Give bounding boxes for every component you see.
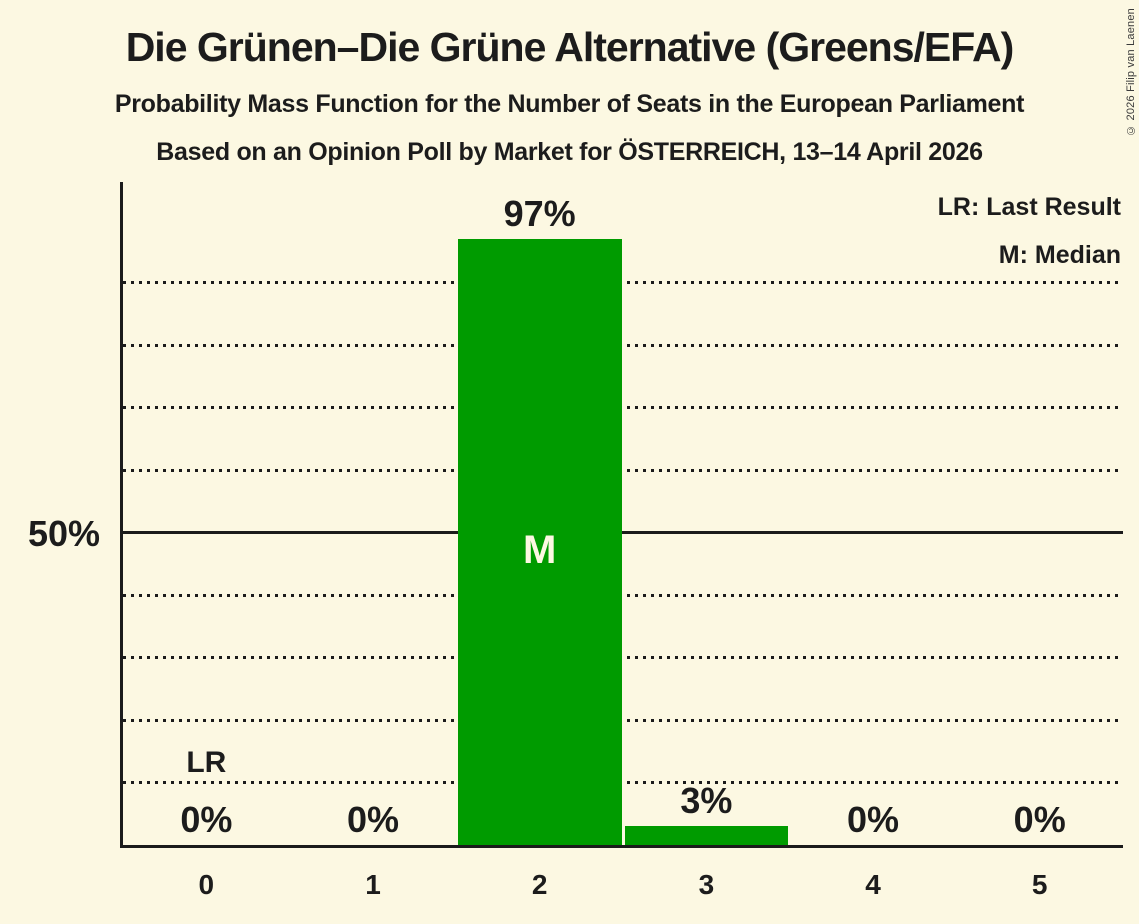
bar-series: LR 0% 0% M 97% 3% 0% 0% [123, 182, 1123, 845]
gridline-60pct [123, 468, 1123, 472]
bar-column-3: 3% [623, 182, 790, 845]
last-result-marker: LR [186, 746, 227, 779]
plot-area: 50% LR 0% 0% M 97% 3% 0% [28, 182, 1123, 900]
x-axis-labels: 0 1 2 3 4 5 [123, 869, 1123, 901]
copyright-notice: © 2026 Filip van Laenen [1125, 8, 1137, 136]
bar-value-label-0: 0% [180, 799, 233, 840]
bar-column-4: 0% [790, 182, 957, 845]
legend-median: M: Median [998, 241, 1121, 269]
x-axis-label-5: 5 [1031, 869, 1048, 900]
gridline-70pct [123, 406, 1123, 409]
bar-value-label-1: 0% [346, 799, 400, 840]
gridline-90pct [123, 281, 1123, 284]
bar-column-2: M 97% [456, 182, 623, 845]
bar-value-label-2: 97% [503, 192, 576, 234]
bar-value-label-4: 0% [847, 799, 900, 840]
chart-title: Die Grünen–Die Grüne Alternative (Greens… [125, 24, 1015, 70]
chart-subtitle-function: Probability Mass Function for the Number… [114, 90, 1025, 118]
gridline-50pct-solid [123, 531, 1123, 534]
bar-value-label-5: 0% [1013, 799, 1066, 840]
median-marker: M [523, 528, 557, 572]
gridline-10pct [123, 781, 1123, 784]
bar-column-5: 0% [956, 182, 1123, 845]
bar-value-label-3: 3% [680, 780, 733, 822]
bar-column-1: 0% [290, 182, 457, 845]
bar-3 [624, 826, 789, 845]
x-axis-label-3: 3 [698, 869, 715, 900]
x-axis-label-0: 0 [198, 869, 215, 900]
x-axis-label-1: 1 [365, 869, 381, 900]
chart-subtitle-poll: Based on an Opinion Poll by Market for Ö… [156, 138, 983, 166]
bar-2 [457, 238, 622, 845]
legend-last-result: LR: Last Result [937, 193, 1121, 221]
gridline-30pct [123, 656, 1123, 659]
y-axis-tick-label: 50% [27, 513, 100, 554]
gridline-20pct [123, 718, 1123, 722]
x-axis-label-2: 2 [531, 869, 548, 900]
legend: LR: Last Result M: Median [938, 183, 1121, 279]
gridline-80pct [123, 343, 1123, 347]
x-axis-label-4: 4 [865, 869, 881, 900]
gridline-40pct [123, 593, 1123, 597]
bar-column-0: LR 0% [123, 182, 290, 845]
